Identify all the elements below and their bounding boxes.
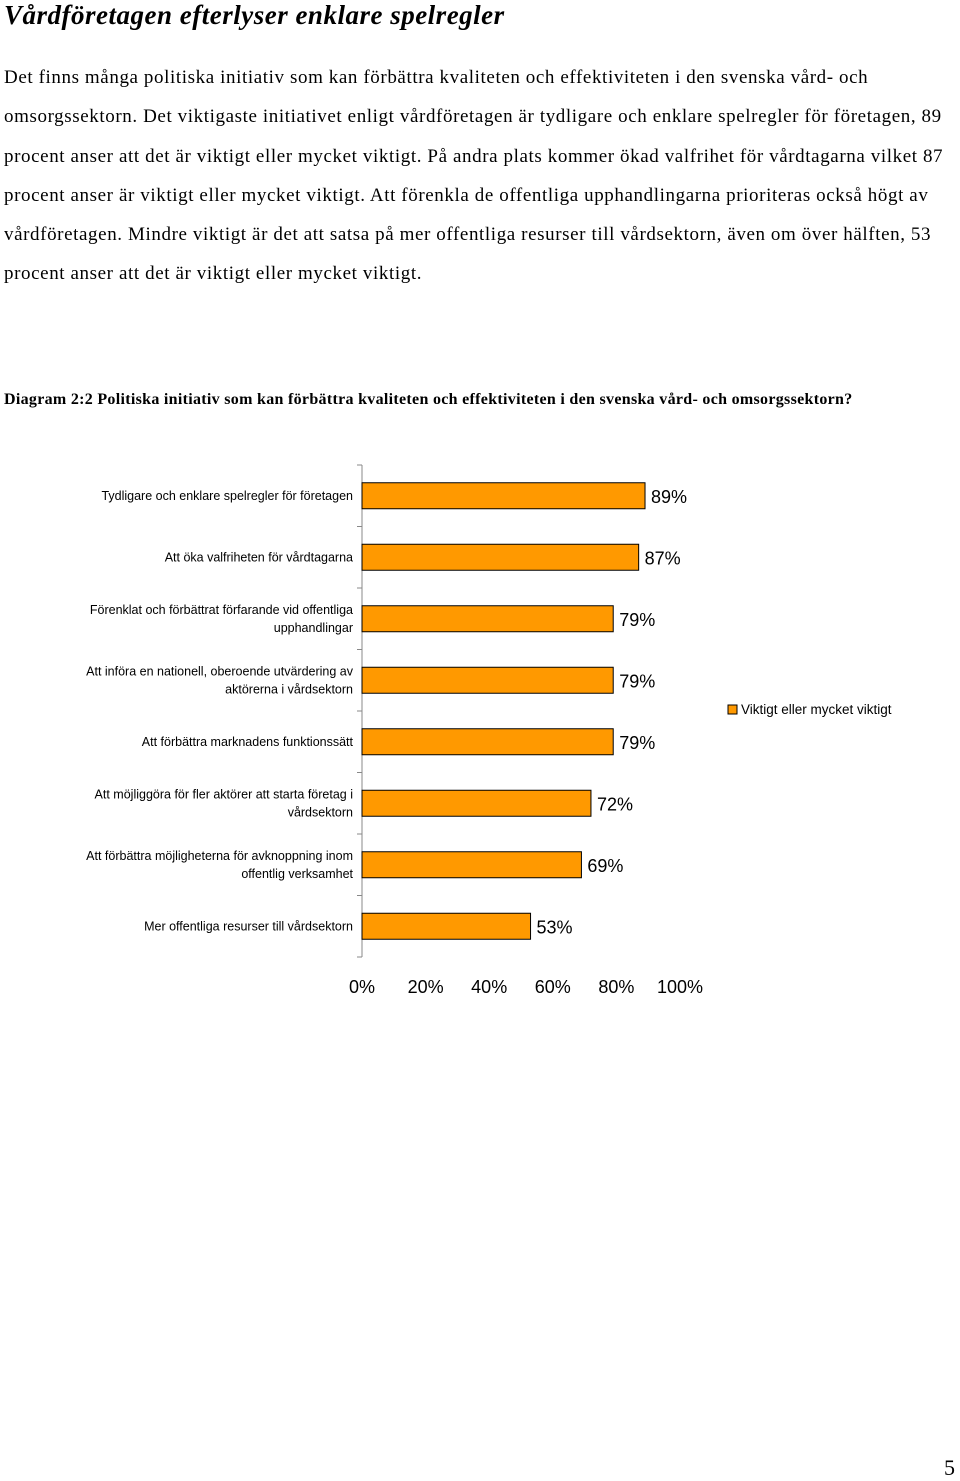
x-tick-label: 40% — [471, 977, 507, 997]
x-tick-label: 0% — [349, 977, 375, 997]
page-heading: Vårdföretagen efterlyser enklare spelreg… — [4, 0, 505, 30]
x-tick-label: 80% — [598, 977, 634, 997]
data-label: 79% — [619, 610, 655, 630]
category-label: Mer offentliga resurser till vårdsektorn — [144, 919, 353, 933]
bar — [361, 605, 614, 633]
data-label: 87% — [645, 548, 681, 568]
data-label: 72% — [597, 794, 633, 814]
bar — [361, 482, 646, 510]
x-tick-label: 20% — [408, 977, 444, 997]
bar — [361, 666, 614, 694]
data-label: 89% — [651, 487, 687, 507]
data-label: 79% — [619, 733, 655, 753]
page-number: 5 — [944, 1455, 955, 1480]
bar — [361, 912, 532, 940]
bar — [361, 543, 640, 571]
category-label: Förenklat och förbättrat förfarande vid … — [90, 603, 353, 635]
category-label: Att förbättra möjligheterna för avknoppn… — [86, 849, 353, 881]
bar-chart: Tydligare och enklare spelregler för för… — [86, 464, 892, 997]
legend-label: Viktigt eller mycket viktigt — [741, 702, 892, 717]
bar — [361, 851, 582, 879]
category-label: Att möjliggöra för fler aktörer att star… — [95, 787, 353, 819]
category-label: Att införa en nationell, oberoende utvär… — [86, 664, 354, 696]
data-label: 53% — [537, 917, 573, 937]
data-label: 79% — [619, 671, 655, 691]
category-label: Att förbättra marknadens funktionssätt — [142, 735, 354, 749]
body-paragraph: Det finns många politiska initiativ som … — [4, 67, 944, 285]
chart-caption: Diagram 2:2 Politiska initiativ som kan … — [4, 391, 853, 408]
category-label: Tydligare och enklare spelregler för för… — [101, 489, 353, 503]
x-tick-label: 60% — [535, 977, 571, 997]
bar — [361, 789, 592, 817]
x-tick-label: 100% — [657, 977, 703, 997]
category-label: Att öka valfriheten för vårdtagarna — [165, 550, 353, 564]
legend-swatch — [727, 704, 738, 715]
bar — [361, 728, 614, 756]
data-label: 69% — [587, 856, 623, 876]
